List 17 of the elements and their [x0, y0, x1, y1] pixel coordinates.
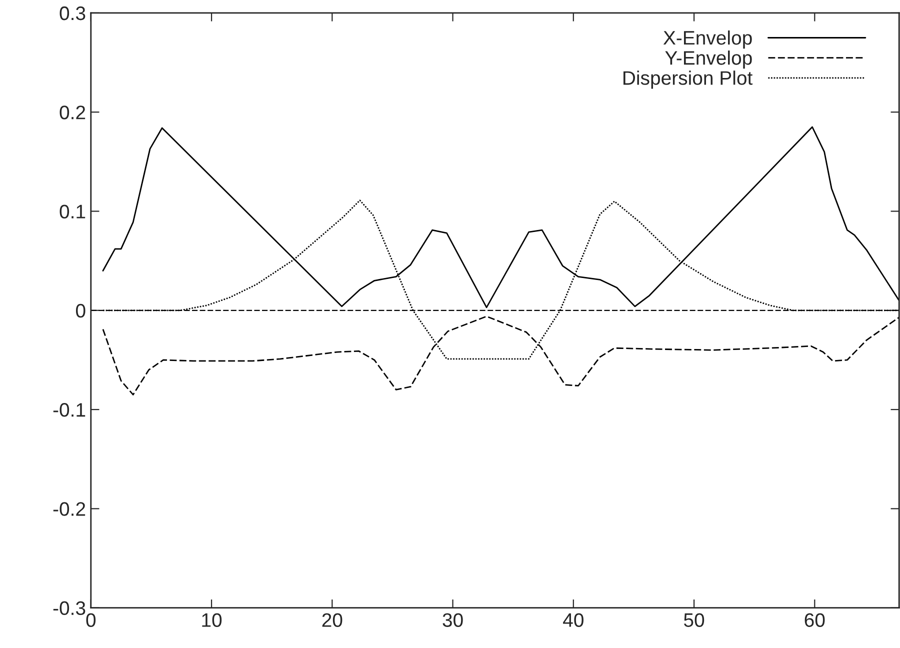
x-tick-label: 30 — [442, 613, 463, 627]
x-tick-label: 10 — [202, 613, 222, 627]
x-tick-label: 20 — [322, 613, 342, 627]
y-tick-label: 0.2 — [60, 106, 86, 120]
legend-label: Y-Envelop — [665, 50, 752, 69]
x-tick-label: 50 — [684, 613, 704, 627]
y-tick-label: 0 — [76, 304, 86, 318]
y-tick-label: -0.1 — [53, 403, 86, 417]
x-tick-label: 40 — [563, 613, 584, 627]
y-tick-label: 0.1 — [60, 204, 86, 218]
x-tick-label: 60 — [804, 613, 825, 627]
x-tick-label: 0 — [86, 613, 96, 627]
y-tick-label: -0.3 — [53, 601, 86, 616]
y-tick-label: -0.2 — [53, 502, 86, 516]
legend-label: X-Envelop — [663, 30, 752, 49]
legend-label: Dispersion Plot — [623, 70, 753, 89]
y-tick-label: 0.3 — [60, 6, 86, 20]
